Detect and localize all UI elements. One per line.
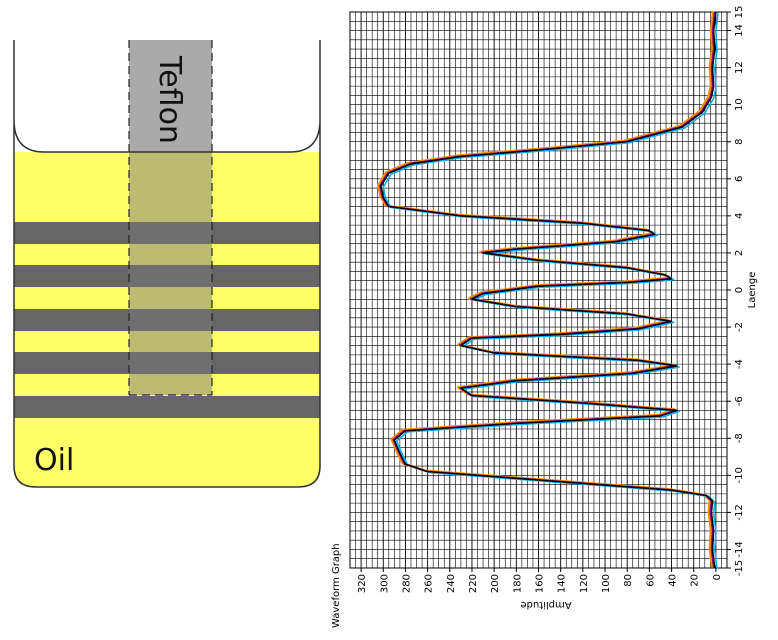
y-tick-label: 12 bbox=[734, 61, 745, 74]
x-tick-label: 140 bbox=[557, 574, 568, 593]
y-tick-label: 2 bbox=[734, 250, 745, 256]
oil-label: Oil bbox=[34, 443, 74, 478]
y-tick-label: -12 bbox=[734, 504, 745, 520]
y-tick-label: 6 bbox=[734, 176, 745, 182]
x-tick-label: 100 bbox=[601, 574, 612, 593]
y-tick-label: 15 bbox=[734, 6, 745, 19]
y-tick-label: 14 bbox=[734, 24, 745, 37]
y-axis-title: Laenge bbox=[747, 272, 758, 309]
teflon-rod-submerged bbox=[129, 152, 212, 395]
sample-diagram: Oil Teflon bbox=[13, 40, 321, 488]
waveform-trace bbox=[380, 11, 717, 569]
teflon-label: Teflon bbox=[152, 55, 187, 144]
y-tick-label: 4 bbox=[734, 213, 745, 219]
laenge-axis: 15 14 12 10 8 6 4 2 0 -2 -4 -6 -8 -10 -12 -14 -15 bbox=[727, 6, 745, 576]
y-tick-label: -14 bbox=[734, 541, 745, 557]
y-tick-label: -8 bbox=[734, 433, 745, 443]
x-tick-label: 320 bbox=[357, 574, 368, 593]
x-tick-label: 300 bbox=[379, 574, 390, 593]
x-axis-title: Amplitude bbox=[520, 599, 571, 610]
y-tick-label: -10 bbox=[734, 467, 745, 483]
grid bbox=[349, 11, 728, 569]
chart-title: Waveform Graph bbox=[331, 543, 342, 628]
x-tick-label: 220 bbox=[468, 574, 479, 593]
teflon-rod bbox=[129, 40, 212, 152]
layer-band bbox=[14, 396, 320, 418]
x-tick-label: 260 bbox=[424, 574, 435, 593]
x-tick-label: 60 bbox=[645, 574, 656, 587]
x-tick-label: 120 bbox=[579, 574, 590, 593]
x-tick-label: 180 bbox=[512, 574, 523, 593]
y-tick-label: 0 bbox=[734, 287, 745, 293]
x-tick-label: 20 bbox=[690, 574, 701, 587]
y-tick-label: 10 bbox=[734, 98, 745, 111]
series-layer bbox=[377, 10, 719, 569]
vessel-outline bbox=[13, 40, 321, 488]
amplitude-axis: 320 300 280 260 240 220 200 180 160 140 120 100 80 60… bbox=[357, 568, 723, 593]
x-tick-label: 0 bbox=[712, 574, 723, 580]
x-tick-label: 200 bbox=[490, 574, 501, 593]
x-tick-label: 240 bbox=[446, 574, 457, 593]
x-tick-label: 280 bbox=[401, 574, 412, 593]
y-tick-label: -6 bbox=[734, 396, 745, 406]
x-tick-label: 160 bbox=[535, 574, 546, 593]
y-tick-label: -2 bbox=[734, 322, 745, 332]
y-tick-label: -15 bbox=[734, 560, 745, 576]
x-tick-label: 80 bbox=[623, 574, 634, 587]
x-tick-label: 40 bbox=[668, 574, 679, 587]
y-tick-label: -4 bbox=[734, 359, 745, 369]
y-tick-label: 8 bbox=[734, 139, 745, 145]
